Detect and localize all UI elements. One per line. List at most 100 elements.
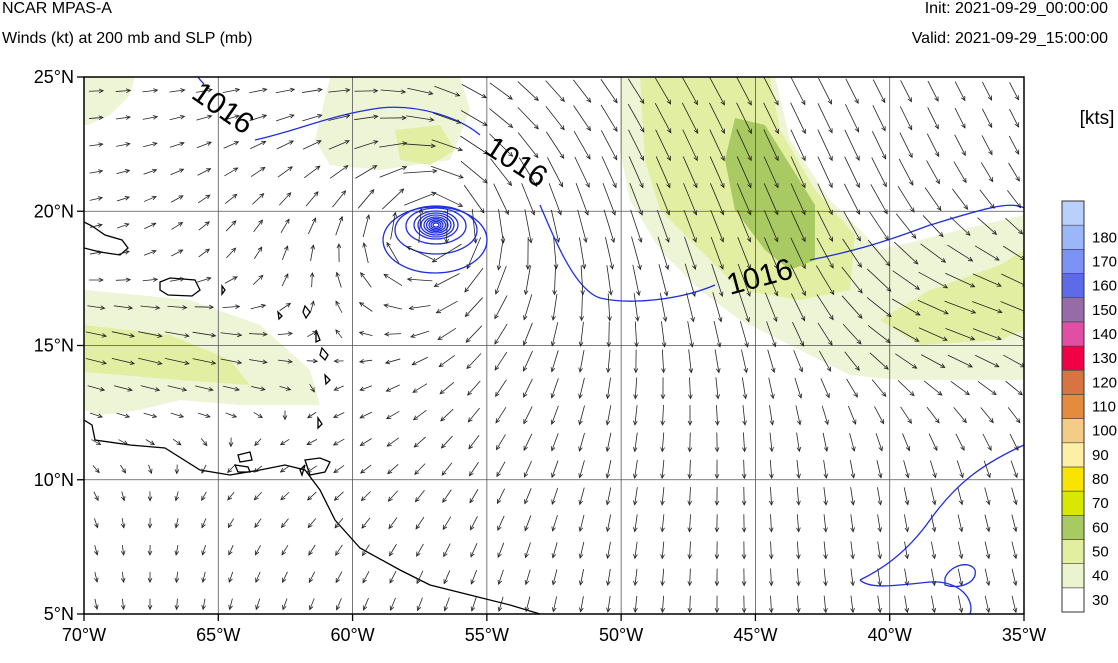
wind-arrow — [709, 129, 725, 162]
valid-time: Valid: 2021-09-29_15:00:00 — [911, 30, 1108, 47]
wind-arrow — [927, 107, 939, 130]
wind-arrow — [255, 571, 261, 584]
wind-arrow — [120, 544, 126, 556]
wind-arrow — [354, 140, 379, 150]
wind-arrow — [714, 568, 720, 587]
wind-arrow — [147, 598, 153, 611]
lon-tick-label: 55°W — [465, 625, 509, 645]
wind-arrow — [573, 79, 592, 103]
wind-arrow — [768, 377, 775, 400]
wind-arrow — [972, 273, 1002, 287]
colorbar-label: 90 — [1092, 447, 1109, 464]
wind-arrow — [518, 157, 538, 188]
wind-arrow — [116, 412, 131, 419]
wind-arrow — [687, 541, 693, 560]
wind-arrow — [957, 487, 964, 506]
wind-arrow — [874, 406, 884, 425]
lon-tick-label: 65°W — [196, 625, 240, 645]
wind-arrow — [794, 377, 803, 399]
colorbar-swatch — [1061, 297, 1085, 323]
wind-arrow — [279, 385, 292, 391]
wind-arrow — [867, 325, 891, 344]
wind-arrow — [900, 80, 912, 103]
wind-arrow — [579, 293, 585, 322]
wind-arrow — [360, 464, 372, 474]
wind-arrow — [1007, 190, 1022, 209]
wind-arrow — [85, 358, 108, 365]
wind-arrow — [249, 114, 268, 122]
wind-arrow — [254, 438, 262, 447]
wind-arrow — [442, 489, 452, 503]
wind-arrow — [843, 183, 861, 215]
wind-arrow — [550, 378, 559, 399]
wind-arrow — [404, 143, 437, 149]
wind-arrow — [931, 568, 937, 587]
wind-arrow — [551, 514, 558, 532]
wind-arrow — [222, 87, 241, 94]
wind-arrow — [741, 349, 748, 374]
wind-arrow — [355, 165, 378, 179]
wind-arrow — [741, 568, 747, 587]
wind-arrow — [687, 595, 693, 614]
wind-arrow — [89, 250, 103, 255]
wind-arrow — [93, 491, 99, 502]
wind-arrow — [900, 406, 912, 424]
wind-arrow — [600, 104, 618, 133]
wind-arrow — [681, 102, 699, 134]
wind-arrow — [412, 409, 427, 421]
wind-arrow — [849, 460, 856, 479]
colorbar-swatch — [1061, 394, 1085, 419]
wind-arrow — [280, 518, 289, 529]
wind-arrow — [444, 208, 449, 244]
wind-arrow — [228, 571, 234, 584]
wind-arrow — [226, 247, 237, 259]
colorbar-swatch — [1061, 249, 1085, 274]
wind-arrow — [605, 487, 612, 506]
lon-tick-label: 40°W — [868, 625, 912, 645]
wind-arrow — [522, 350, 533, 372]
wind-arrow — [138, 357, 163, 366]
wind-arrow — [686, 292, 695, 323]
wind-arrow — [469, 489, 479, 504]
wind-arrow — [627, 103, 645, 133]
wind-arrow — [578, 349, 585, 373]
wind-arrow — [545, 131, 565, 159]
wind-arrow — [892, 326, 920, 342]
wind-arrow — [408, 305, 431, 311]
wind-arrow — [225, 220, 237, 232]
wind-arrow — [464, 297, 483, 318]
wind-arrow — [406, 246, 434, 260]
wind-arrow — [383, 303, 403, 310]
wind-arrow — [333, 491, 344, 501]
wind-arrow — [170, 168, 185, 176]
colorbar-swatch — [1061, 466, 1085, 492]
wind-arrow — [920, 243, 947, 263]
wind-arrow — [605, 514, 612, 533]
colorbar-label: 170 — [1092, 253, 1117, 270]
wind-arrow — [845, 78, 859, 105]
wind-arrow — [658, 264, 669, 297]
wind-arrow — [977, 217, 998, 235]
wind-arrow — [870, 184, 888, 215]
wind-arrow — [306, 439, 318, 446]
wind-arrow — [545, 106, 565, 131]
wind-arrow — [116, 169, 131, 175]
wind-arrow — [764, 264, 779, 297]
wind-arrow — [899, 106, 913, 131]
wind-arrow — [866, 268, 892, 292]
wind-arrow — [687, 432, 693, 453]
wind-arrow — [361, 517, 371, 529]
wind-arrow — [228, 544, 234, 556]
colorbar-swatch — [1061, 442, 1085, 468]
wind-arrow — [1011, 595, 1018, 614]
wind-arrow — [227, 491, 235, 501]
wind-arrow — [414, 463, 426, 476]
wind-arrow — [497, 542, 505, 559]
wind-arrow — [714, 595, 720, 614]
wind-arrow — [630, 209, 643, 243]
wind-arrow — [198, 248, 210, 258]
wind-arrow — [850, 541, 855, 560]
wind-arrow — [94, 545, 99, 556]
wind-arrow — [736, 77, 752, 106]
wind-arrow — [602, 182, 616, 216]
